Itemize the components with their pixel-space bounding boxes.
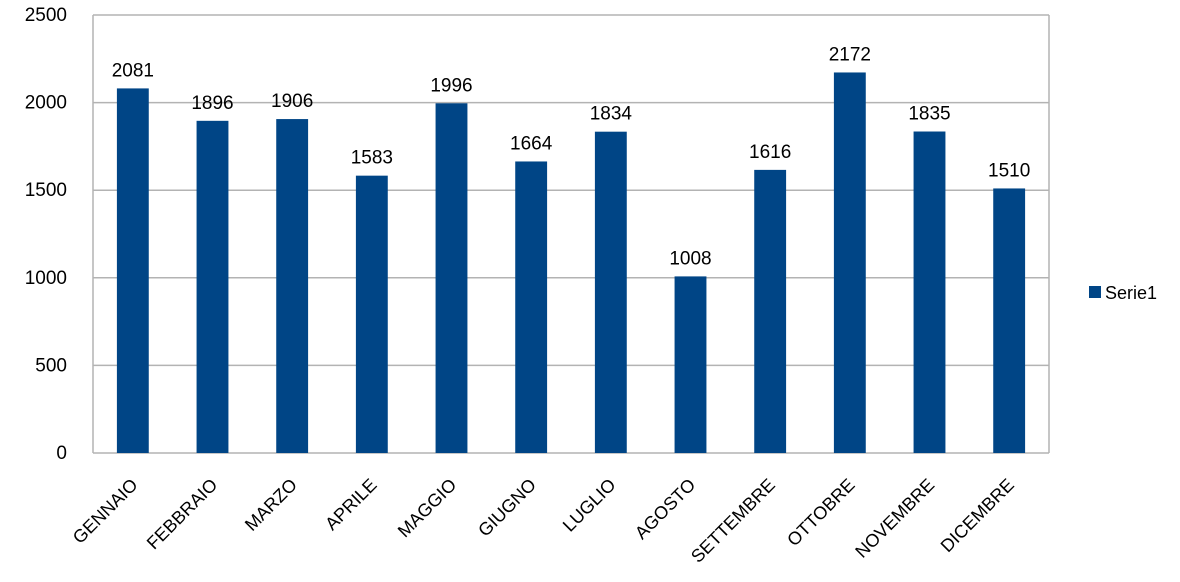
bar — [913, 131, 946, 453]
data-label: 1583 — [351, 148, 393, 169]
plot-area — [92, 15, 1050, 453]
bar — [594, 131, 627, 453]
y-tick-label: 1000 — [25, 268, 67, 289]
x-tick-label: MAGGIO — [394, 475, 460, 541]
data-label: 1510 — [988, 160, 1030, 181]
bar — [515, 161, 548, 453]
data-label: 1906 — [271, 91, 313, 112]
x-tick-label: DICEMBRE — [937, 475, 1018, 556]
bar — [355, 175, 388, 454]
data-label: 1835 — [908, 104, 950, 125]
x-tick-label: LUGLIO — [559, 475, 620, 536]
x-tick-label: AGOSTO — [631, 475, 699, 543]
bar — [833, 72, 866, 453]
bar — [276, 119, 309, 454]
y-tick-label: 2500 — [25, 5, 67, 26]
x-tick-label: MARZO — [241, 475, 301, 535]
bar — [435, 103, 468, 454]
data-label: 1896 — [191, 93, 233, 114]
data-label: 1008 — [669, 248, 711, 269]
legend: Serie1 — [1089, 283, 1157, 303]
data-label: 2081 — [112, 60, 154, 81]
x-tick-label: NOVEMBRE — [851, 475, 938, 562]
data-label: 1834 — [590, 104, 633, 125]
x-tick-label: GENNAIO — [69, 475, 142, 548]
y-tick-label: 2000 — [25, 93, 67, 114]
y-tick-label: 1500 — [25, 180, 67, 201]
y-tick-label: 500 — [35, 355, 67, 376]
x-tick-label: FEBBRAIO — [143, 475, 222, 554]
y-axis-tick-labels: 0 500 1000 1500 2000 2500 — [25, 5, 67, 464]
x-tick-label: GIUGNO — [474, 475, 540, 541]
data-labels: 2081 1896 1906 1583 1996 1664 1834 1008 1616 2172… — [112, 44, 1031, 269]
legend-swatch — [1089, 286, 1101, 298]
y-tick-label: 0 — [56, 443, 67, 464]
bars — [116, 72, 1026, 454]
x-tick-label: OTTOBRE — [783, 475, 858, 550]
x-axis-category-labels: GENNAIO FEBBRAIO MARZO APRILE MAGGIO GIUGNO LU… — [69, 475, 1018, 567]
data-label: 2172 — [829, 44, 871, 65]
bar — [674, 276, 707, 453]
data-label: 1664 — [510, 133, 553, 154]
bar — [116, 88, 149, 453]
legend-label: Serie1 — [1105, 283, 1157, 303]
x-tick-label: SETTEMBRE — [687, 475, 779, 567]
x-tick-label: APRILE — [321, 475, 380, 534]
data-label: 1616 — [749, 142, 791, 163]
bar — [754, 169, 787, 453]
data-label: 1996 — [430, 75, 472, 96]
gridlines — [93, 14, 1049, 454]
bar — [993, 188, 1026, 453]
bar — [196, 120, 229, 453]
